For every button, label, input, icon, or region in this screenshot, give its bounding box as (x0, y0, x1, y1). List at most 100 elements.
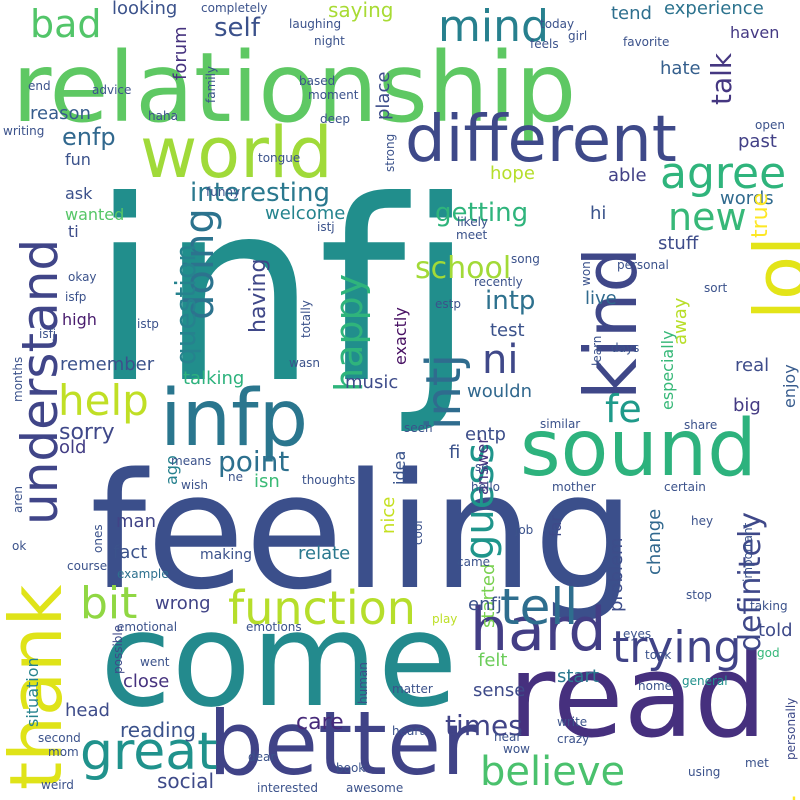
cloud-word-came: came (457, 555, 491, 569)
cloud-word-isfp: isfp (65, 290, 87, 304)
cloud-word-bit: bit (80, 578, 138, 629)
cloud-word-awesome: awesome (346, 781, 404, 795)
cloud-word-wasn: wasn (289, 356, 321, 370)
cloud-word-girl: girl (568, 29, 588, 43)
cloud-word-okay: okay (68, 270, 97, 284)
cloud-word-making: making (200, 547, 252, 563)
cloud-word-believe: believe (480, 749, 626, 795)
cloud-word-old: old (59, 437, 87, 458)
cloud-word-matter: matter (392, 682, 433, 696)
cloud-word-live: live (585, 288, 617, 309)
cloud-word-hello: hello (471, 480, 500, 494)
cloud-word-strong: strong (383, 133, 397, 172)
cloud-word-world: world (140, 112, 333, 194)
cloud-word-reason: reason (30, 103, 91, 124)
cloud-word-cool: cool (411, 520, 425, 545)
cloud-word-forum: forum (170, 26, 191, 80)
cloud-word-enjoy: enjoy (780, 364, 799, 408)
cloud-word-interested: interested (257, 781, 319, 795)
cloud-word-isn: isn (254, 471, 280, 492)
cloud-word-eyes: eyes (623, 627, 652, 641)
cloud-word-mind: mind (438, 1, 549, 52)
cloud-word-talking: talking (183, 368, 245, 389)
cloud-word-question: question (169, 244, 202, 365)
cloud-word-tell: tell (500, 578, 579, 636)
cloud-word-fe: fe (605, 387, 642, 431)
cloud-word-istj: istj (317, 220, 335, 234)
cloud-word-infj: infj (90, 147, 476, 438)
cloud-word-getting: getting (435, 198, 529, 228)
cloud-word-different: different (405, 103, 677, 177)
cloud-word-weird: weird (41, 778, 74, 792)
cloud-word-god: god (757, 646, 780, 660)
cloud-word-personal: personal (617, 258, 669, 272)
cloud-word-place: place (373, 71, 394, 120)
cloud-word-fact: fact (113, 542, 148, 563)
cloud-word-mom: mom (48, 745, 79, 759)
cloud-word-open: open (755, 118, 785, 132)
cloud-word-similar: similar (540, 417, 581, 431)
cloud-word-real: real (735, 355, 770, 376)
cloud-word-past: past (738, 131, 777, 152)
cloud-word-fun: fun (65, 150, 91, 169)
cloud-word-reading: reading (120, 718, 196, 742)
cloud-word-tongue: tongue (258, 151, 301, 165)
cloud-word-ti: ti (68, 222, 79, 241)
cloud-word-trying: trying (612, 622, 742, 673)
cloud-word-ones: ones (91, 524, 105, 553)
cloud-word-change: change (644, 508, 665, 575)
cloud-word-wow: wow (503, 742, 530, 756)
cloud-word-istp: istp (137, 317, 159, 331)
cloud-word-idea: idea (390, 450, 409, 485)
cloud-word-far: far (546, 514, 565, 537)
cloud-word-used: used (735, 795, 798, 800)
cloud-word-months: months (11, 356, 25, 402)
cloud-word-nice: nice (378, 496, 399, 534)
cloud-word-advice: advice (92, 83, 132, 97)
cloud-word-stuff: stuff (658, 233, 699, 254)
cloud-word-won: won (579, 261, 593, 286)
cloud-word-school: school (415, 251, 512, 286)
cloud-word-close: close (123, 671, 170, 692)
cloud-word-haven: haven (730, 23, 780, 42)
cloud-word-share: share (684, 418, 718, 432)
cloud-word-great: great (80, 722, 218, 782)
cloud-word-totally: totally (299, 300, 313, 338)
cloud-word-personally: personally (784, 697, 798, 760)
cloud-word-likely: likely (457, 215, 489, 229)
cloud-word-completely: completely (201, 1, 268, 15)
cloud-word-agree: agree (660, 148, 787, 199)
cloud-word-care: care (296, 710, 344, 735)
cloud-word-days: days (611, 341, 640, 355)
cloud-word-wouldn: wouldn (467, 381, 532, 402)
cloud-word-second: second (38, 731, 81, 745)
cloud-word-fi: fi (449, 442, 461, 463)
cloud-word-writing: writing (3, 124, 45, 138)
cloud-word-took: took (645, 648, 672, 662)
cloud-word-stop: stop (686, 588, 712, 602)
cloud-word-wanted: wanted (65, 205, 125, 224)
cloud-word-sense: sense (473, 680, 526, 701)
cloud-word-mother: mother (552, 480, 596, 494)
cloud-word-sort: sort (704, 281, 728, 295)
cloud-word-meet: meet (456, 228, 488, 242)
cloud-word-intj: intj (416, 354, 472, 430)
cloud-word-situation: situation (23, 657, 42, 727)
cloud-word-heart: heart (392, 724, 424, 738)
cloud-word-enfj: enfj (468, 594, 502, 615)
cloud-word-looking: looking (112, 0, 178, 19)
cloud-word-head: head (65, 700, 110, 721)
cloud-word-met: met (745, 756, 769, 770)
cloud-word-family: family (204, 65, 218, 103)
cloud-word-told: told (758, 620, 793, 641)
cloud-word-job: job (515, 523, 534, 537)
cloud-word-hard: hard (470, 595, 607, 665)
cloud-word-social: social (157, 769, 215, 793)
cloud-word-infp: infp (160, 374, 309, 464)
cloud-word-ni: ni (482, 337, 519, 383)
cloud-word-hi: hi (590, 203, 607, 224)
cloud-word-emotions: emotions (246, 620, 302, 634)
cloud-word-end: end (28, 79, 51, 93)
cloud-word-course: course (67, 559, 108, 573)
cloud-word-exactly: exactly (391, 307, 410, 365)
